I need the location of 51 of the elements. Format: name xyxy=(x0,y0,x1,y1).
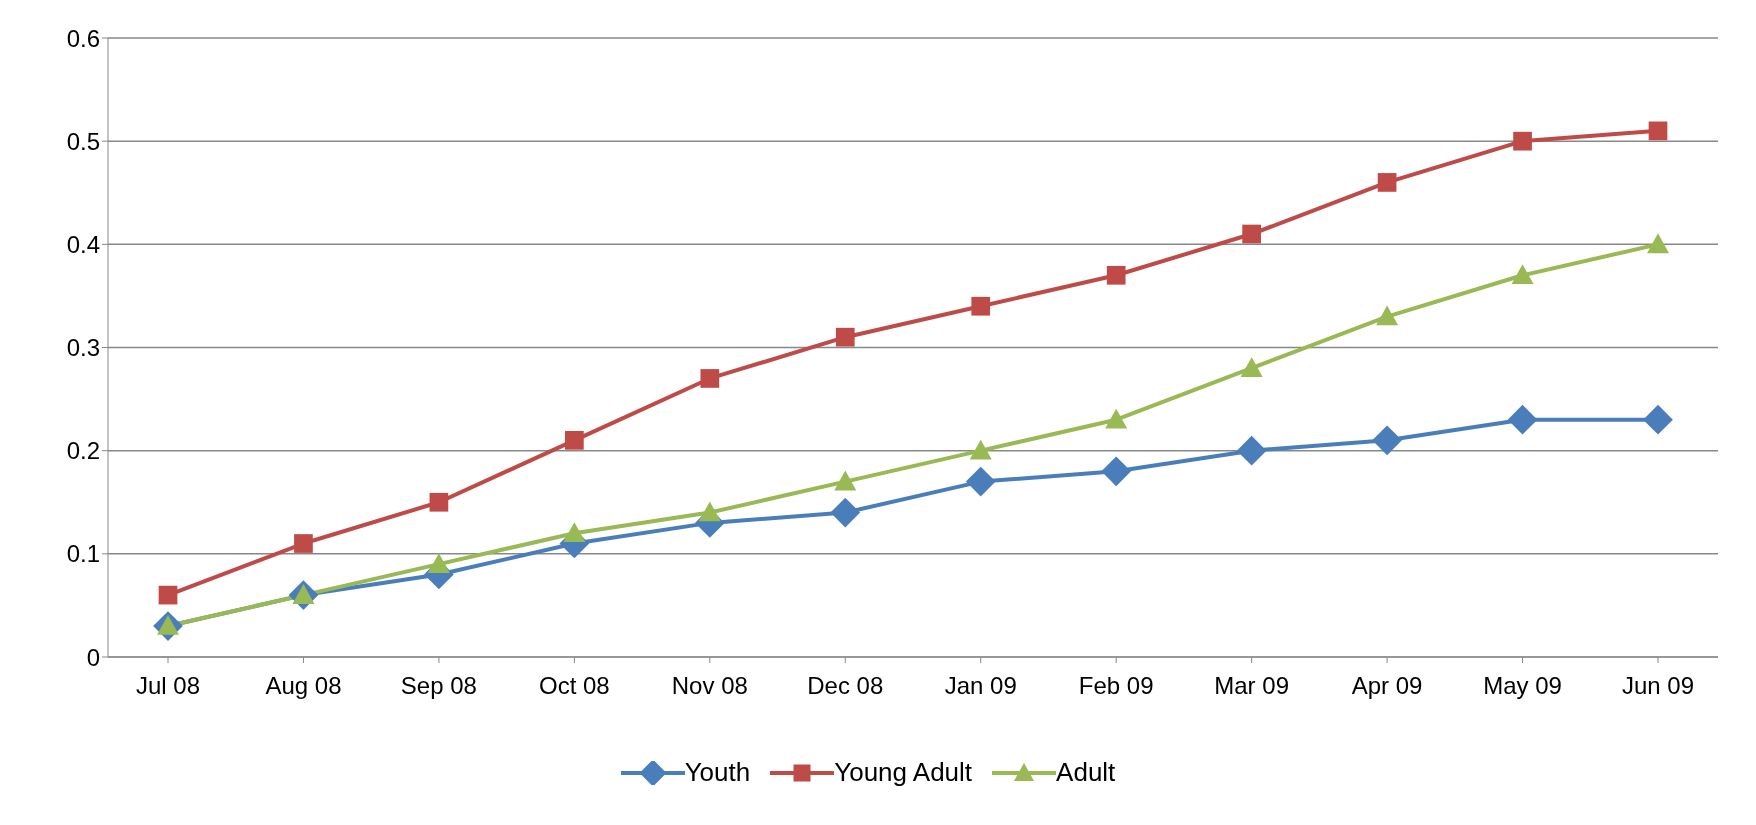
y-tick-label: 0.6 xyxy=(66,24,100,52)
point xyxy=(1647,233,1669,254)
point xyxy=(294,534,313,553)
y-tick-label: 0.5 xyxy=(66,127,100,155)
point xyxy=(1513,131,1532,151)
x-tick-label: Nov 08 xyxy=(671,672,748,700)
y-tick-label: 0.3 xyxy=(66,334,100,362)
point xyxy=(563,522,586,542)
point xyxy=(1101,456,1132,487)
x-tick-label: Jul 08 xyxy=(135,672,201,700)
x-tick-label: Oct 08 xyxy=(539,672,610,700)
point xyxy=(1643,404,1673,435)
point xyxy=(427,553,450,573)
y-tick-label: 0.2 xyxy=(66,437,100,465)
legend-label: Adult xyxy=(1056,757,1116,788)
point xyxy=(1511,264,1534,285)
point xyxy=(834,470,857,491)
point xyxy=(965,466,996,497)
point xyxy=(830,497,861,528)
point xyxy=(1372,425,1402,456)
point xyxy=(835,327,855,347)
point xyxy=(1377,173,1397,192)
point xyxy=(1236,435,1267,466)
x-tick-label: Feb 09 xyxy=(1078,672,1154,700)
point xyxy=(1376,305,1399,326)
point xyxy=(429,492,449,512)
point xyxy=(1106,265,1126,285)
x-tick-label: May 09 xyxy=(1483,672,1562,700)
point xyxy=(1105,408,1128,429)
point xyxy=(565,431,584,450)
x-tick-label: Jun 09 xyxy=(1621,672,1695,700)
point xyxy=(1507,404,1538,435)
x-tick-label: Dec 08 xyxy=(807,672,884,700)
point xyxy=(700,369,720,388)
point xyxy=(698,501,721,522)
x-tick-label: Sep 08 xyxy=(400,672,477,700)
y-tick-label: 0 xyxy=(86,643,100,671)
x-tick-label: Mar 09 xyxy=(1214,672,1289,700)
y-tick-label: 0.4 xyxy=(66,230,100,258)
x-tick-label: Jan 09 xyxy=(944,672,1017,700)
legend-label: Youth xyxy=(684,757,751,788)
point xyxy=(971,296,991,316)
point xyxy=(1242,224,1261,244)
point xyxy=(158,585,178,605)
y-tick-label: 0.1 xyxy=(66,540,100,568)
point xyxy=(1648,121,1668,141)
x-tick-label: Apr 09 xyxy=(1351,672,1423,700)
point xyxy=(1240,357,1263,377)
point xyxy=(969,439,992,460)
legend-label: Young Adult xyxy=(834,757,973,788)
x-tick-label: Aug 08 xyxy=(265,672,342,700)
